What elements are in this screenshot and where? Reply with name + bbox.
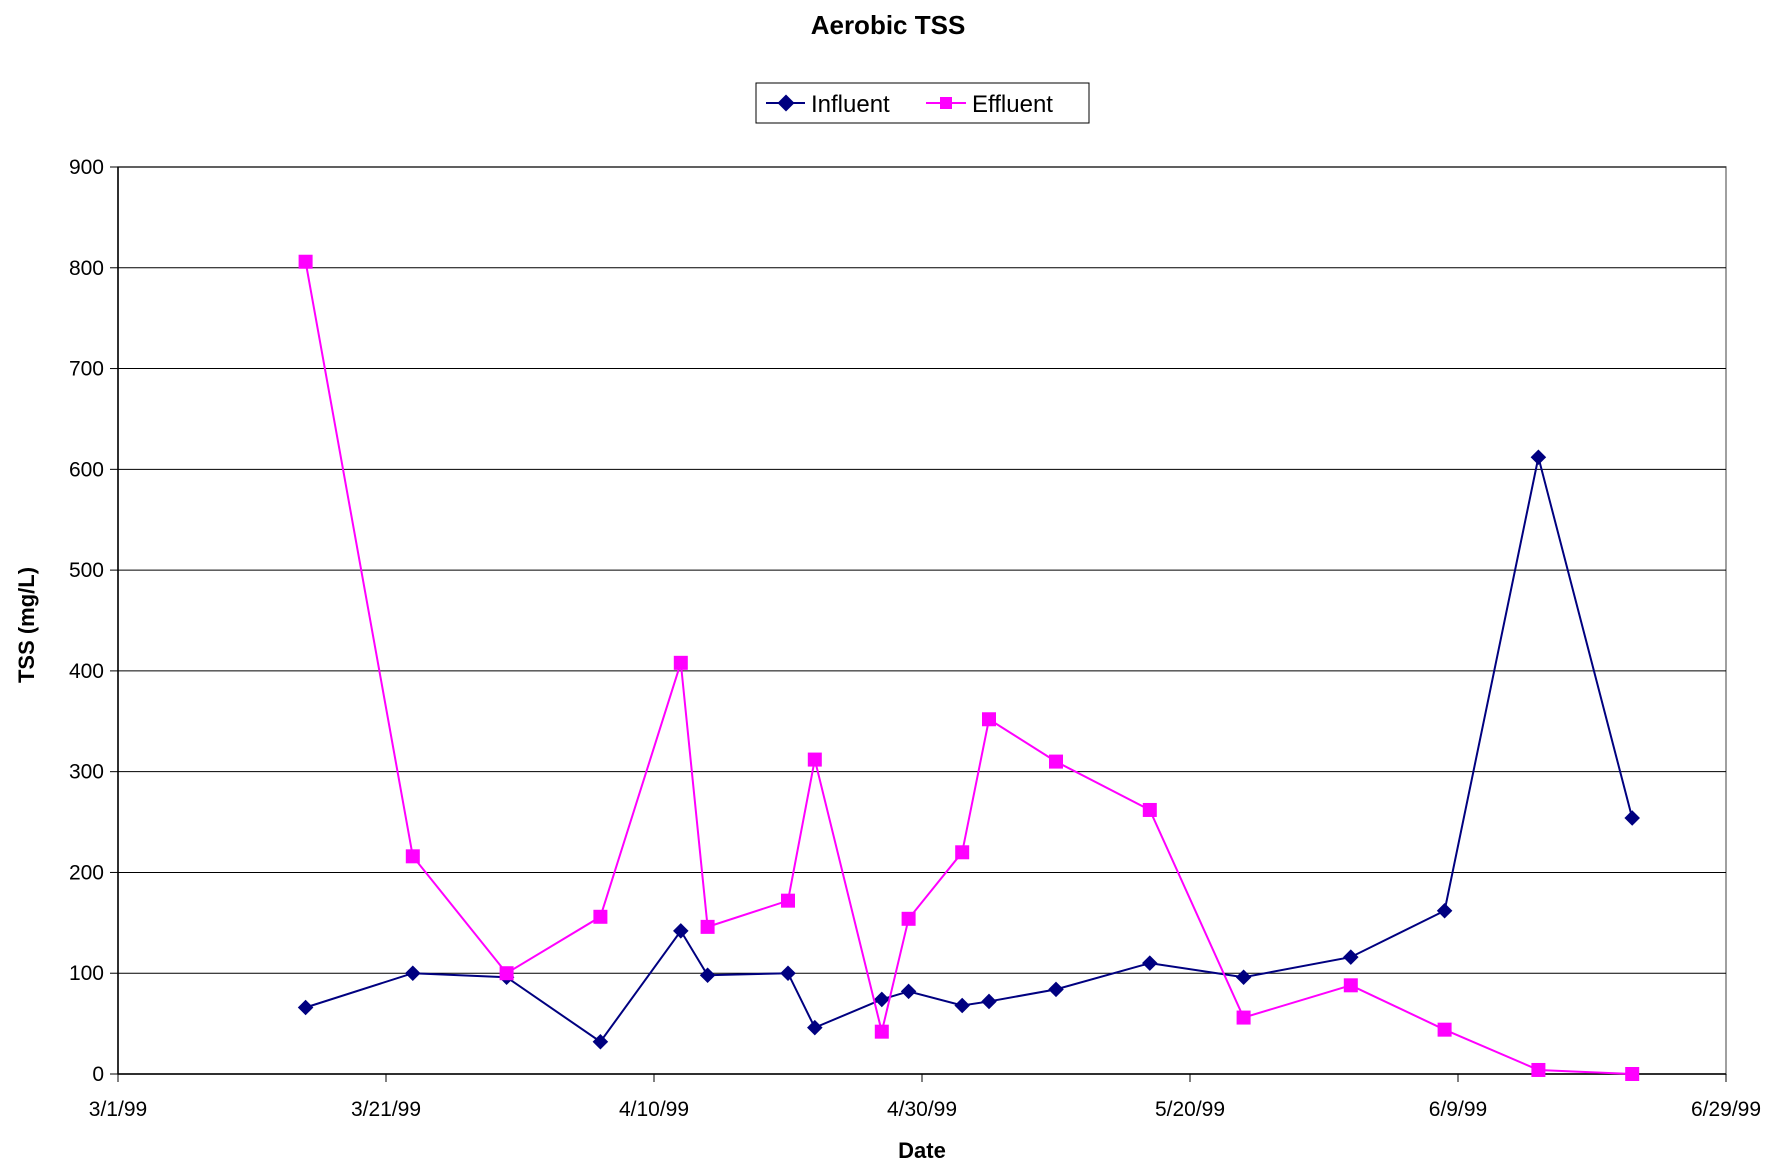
data-point-influent — [1530, 449, 1547, 466]
data-point-influent — [1235, 969, 1252, 986]
legend-marker-influent — [777, 94, 795, 112]
data-point-influent — [1624, 810, 1640, 826]
y-tick-label: 800 — [69, 257, 104, 280]
y-tick-label: 100 — [69, 962, 104, 985]
data-point-effluent — [1625, 1067, 1640, 1081]
x-tick-label: 6/9/99 — [1429, 1098, 1487, 1121]
data-point-influent — [807, 1019, 823, 1036]
data-point-effluent — [901, 911, 916, 926]
data-point-influent — [981, 993, 997, 1010]
data-point-influent — [699, 967, 716, 984]
y-tick-label: 300 — [69, 761, 104, 784]
y-tick-label: 0 — [92, 1063, 104, 1086]
data-point-effluent — [807, 752, 822, 767]
data-point-effluent — [874, 1024, 889, 1039]
x-tick-label: 3/21/99 — [351, 1098, 421, 1121]
data-point-influent — [874, 991, 890, 1008]
data-point-effluent — [673, 655, 688, 670]
data-point-effluent — [982, 712, 996, 727]
data-point-influent — [592, 1033, 609, 1050]
data-point-influent — [1436, 902, 1453, 919]
plot-frame — [117, 166, 1727, 1075]
data-point-effluent — [781, 893, 795, 908]
data-point-effluent — [405, 849, 420, 864]
data-point-influent — [780, 965, 796, 982]
legend-label-effluent: Effluent — [972, 91, 1053, 118]
data-point-influent — [1343, 949, 1359, 965]
y-tick-label: 600 — [69, 458, 104, 481]
chart-title: Aerobic TSS — [811, 10, 966, 40]
data-point-effluent — [298, 254, 313, 269]
y-tick-label: 900 — [69, 156, 104, 179]
plot-area: 0 100 200 300 400 500 600 700 800 900 3/1/99 3/21/9… — [69, 156, 1761, 1121]
data-point-effluent — [700, 919, 715, 934]
legend-label-influent: Influent — [811, 91, 890, 118]
data-point-influent — [1142, 955, 1158, 971]
data-point-effluent — [499, 966, 514, 981]
data-point-effluent — [1531, 1062, 1546, 1077]
y-tick-label: 200 — [69, 861, 104, 884]
y-axis-title: TSS (mg/L) — [14, 567, 39, 683]
data-point-effluent — [593, 909, 608, 924]
x-tick-label: 4/30/99 — [887, 1098, 957, 1121]
data-point-influent — [1048, 981, 1064, 998]
y-tick-label: 700 — [69, 358, 104, 381]
x-tick-label: 3/1/99 — [89, 1098, 147, 1121]
legend: Influent Effluent — [755, 82, 1090, 124]
x-tick-label: 6/29/99 — [1691, 1098, 1761, 1121]
y-tick-label: 400 — [69, 660, 104, 683]
data-point-effluent — [1437, 1022, 1452, 1037]
data-point-influent — [673, 923, 689, 939]
data-point-effluent — [1049, 754, 1063, 769]
data-point-effluent — [1343, 978, 1358, 993]
y-tick-label: 500 — [69, 559, 104, 582]
data-point-influent — [900, 983, 917, 1000]
data-point-influent — [954, 997, 970, 1014]
x-axis-title: Date — [898, 1138, 946, 1163]
data-point-effluent — [955, 845, 970, 860]
data-point-effluent — [1142, 802, 1157, 817]
x-tick-label: 5/20/99 — [1155, 1098, 1225, 1121]
legend-marker-effluent — [940, 97, 952, 109]
legend-box — [755, 82, 1090, 124]
x-tick-label: 4/10/99 — [619, 1098, 689, 1121]
data-point-effluent — [1236, 1010, 1251, 1025]
